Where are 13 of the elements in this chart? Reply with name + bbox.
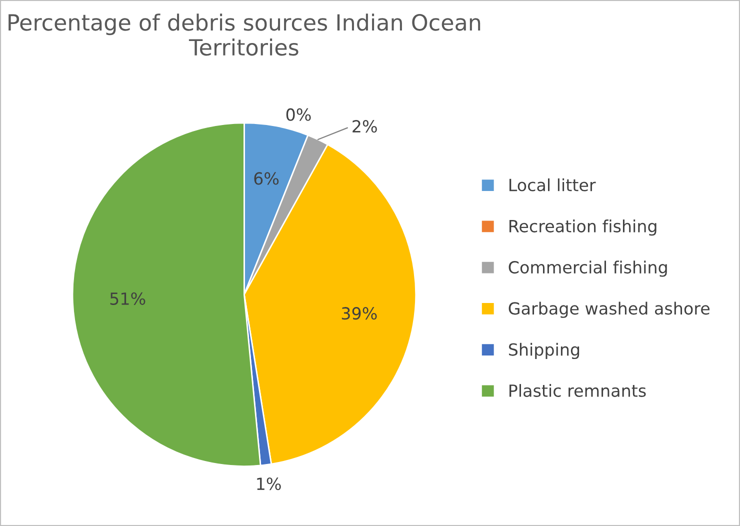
data-label: 39% — [342, 307, 377, 320]
data-label: 51% — [110, 292, 146, 305]
chart-title: Percentage of debris sources Indian Ocean Territories — [8, 14, 480, 56]
data-label: 1% — [257, 478, 281, 490]
data-label: 2% — [352, 120, 377, 133]
data-label: 6% — [254, 172, 279, 185]
legend-label: Garbage washed ashore — [508, 302, 710, 318]
legend-label: Commercial fishing — [508, 260, 667, 277]
legend-label: Plastic remnants — [510, 384, 646, 397]
text: 0% — [286, 108, 311, 121]
legend-label: Shipping — [508, 342, 580, 360]
legend-label: Local litter — [510, 178, 596, 192]
legend-label: Recreation fishing — [510, 220, 656, 236]
